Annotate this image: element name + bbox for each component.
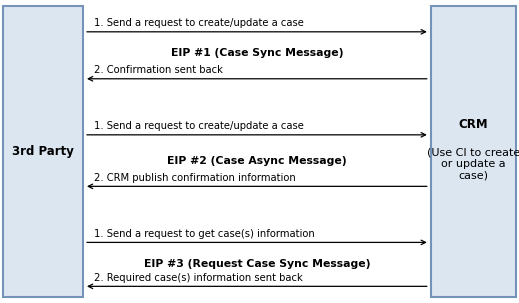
Text: EIP #1 (Case Sync Message): EIP #1 (Case Sync Message) — [171, 48, 343, 58]
Text: EIP #3 (Request Case Sync Message): EIP #3 (Request Case Sync Message) — [144, 258, 370, 269]
Text: EIP #2 (Case Async Message): EIP #2 (Case Async Message) — [167, 155, 347, 166]
Text: 1. Send a request to create/update a case: 1. Send a request to create/update a cas… — [94, 18, 304, 28]
FancyBboxPatch shape — [431, 6, 516, 297]
Text: (Use CI to create
or update a
case): (Use CI to create or update a case) — [427, 147, 519, 180]
Text: 2. Confirmation sent back: 2. Confirmation sent back — [94, 65, 223, 75]
Text: 1. Send a request to get case(s) information: 1. Send a request to get case(s) informa… — [94, 229, 315, 239]
Text: 2. Required case(s) information sent back: 2. Required case(s) information sent bac… — [94, 273, 303, 283]
FancyBboxPatch shape — [3, 6, 83, 297]
Text: 2. CRM publish confirmation information: 2. CRM publish confirmation information — [94, 173, 296, 183]
Text: CRM: CRM — [459, 118, 488, 131]
Text: 1. Send a request to create/update a case: 1. Send a request to create/update a cas… — [94, 121, 304, 131]
Text: 3rd Party: 3rd Party — [12, 145, 74, 158]
